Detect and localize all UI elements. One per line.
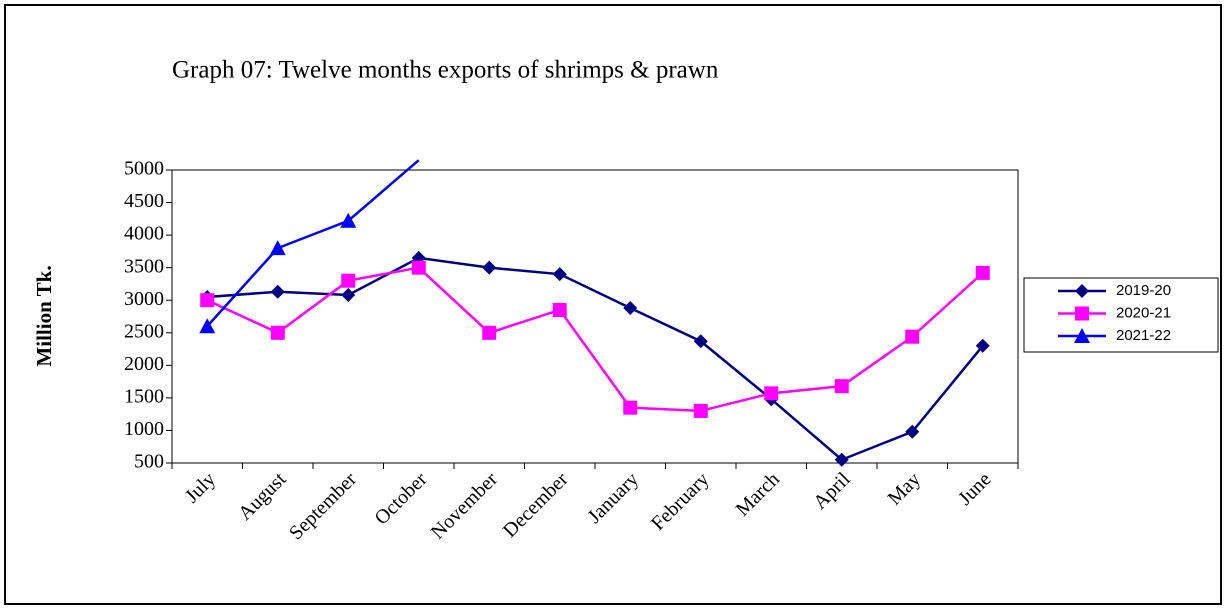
marker — [341, 273, 356, 288]
chart-title: Graph 07: Twelve months exports of shrim… — [172, 57, 719, 84]
marker — [1075, 284, 1089, 298]
marker — [975, 338, 990, 353]
y-tick-label: 2500 — [124, 320, 164, 342]
y-tick-label: 1000 — [124, 418, 164, 440]
marker — [693, 403, 708, 418]
marker — [834, 452, 849, 467]
marker — [623, 301, 638, 316]
marker — [834, 379, 849, 394]
marker — [693, 334, 708, 349]
marker — [482, 260, 497, 275]
y-tick-label: 1500 — [124, 385, 164, 407]
y-tick-label: 500 — [134, 451, 164, 473]
legend-label: 2021-22 — [1116, 327, 1171, 344]
y-axis-label: Million Tk. — [32, 265, 56, 366]
marker — [975, 265, 990, 280]
y-tick-label: 4000 — [124, 223, 164, 245]
marker — [340, 212, 357, 228]
marker — [199, 318, 216, 334]
marker — [1074, 328, 1090, 343]
marker — [341, 288, 356, 303]
series-line — [206, 159, 420, 328]
marker — [764, 386, 779, 401]
legend-label: 2019-20 — [1116, 282, 1171, 299]
series-line — [206, 266, 984, 413]
marker — [270, 325, 285, 340]
series-line — [207, 256, 984, 462]
legend-label: 2020-21 — [1116, 304, 1171, 321]
marker — [482, 325, 497, 340]
y-tick-label: 3500 — [124, 255, 164, 277]
marker — [1075, 306, 1089, 321]
marker — [411, 260, 426, 275]
marker — [270, 284, 285, 299]
legend — [1023, 277, 1219, 353]
y-tick-label: 3000 — [124, 288, 164, 310]
marker — [269, 240, 286, 256]
marker — [905, 424, 920, 439]
marker — [552, 302, 567, 317]
marker — [200, 293, 215, 308]
marker — [552, 267, 567, 282]
y-tick-label: 2000 — [124, 353, 164, 375]
y-tick-label: 4500 — [124, 190, 164, 212]
marker — [623, 400, 638, 415]
marker — [905, 329, 920, 344]
y-tick-label: 5000 — [124, 158, 164, 180]
